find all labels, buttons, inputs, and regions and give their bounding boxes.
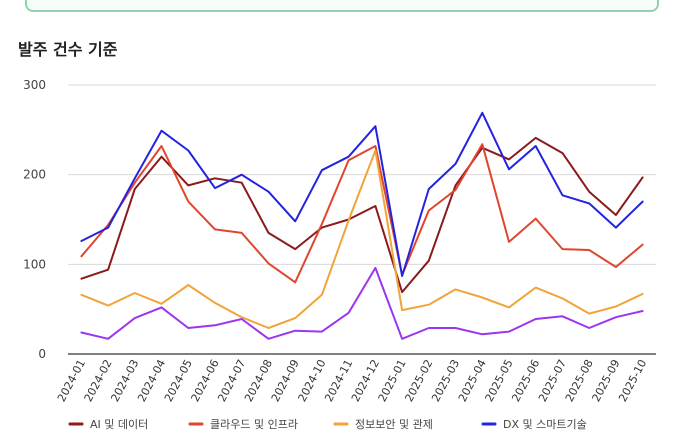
series-line-3 <box>80 149 644 329</box>
series-line-4 <box>80 111 644 277</box>
series-line-1 <box>80 136 644 294</box>
series-line-5 <box>80 266 644 340</box>
chart-title: 발주 건수 기준 <box>18 40 118 59</box>
legend-label: 클라우드 및 인프라 <box>210 418 298 431</box>
y-tick-label: 300 <box>23 78 46 92</box>
legend-label: AI 및 데이터 <box>90 418 148 431</box>
y-tick-label: 200 <box>23 168 46 182</box>
legend-label: 정보보안 및 관제 <box>355 418 433 431</box>
y-tick-label: 100 <box>23 257 46 271</box>
summary-box <box>25 0 659 12</box>
series-line-2 <box>80 143 644 284</box>
y-tick-label: 0 <box>38 347 46 361</box>
legend-label: DX 및 스마트기술 <box>503 418 587 431</box>
